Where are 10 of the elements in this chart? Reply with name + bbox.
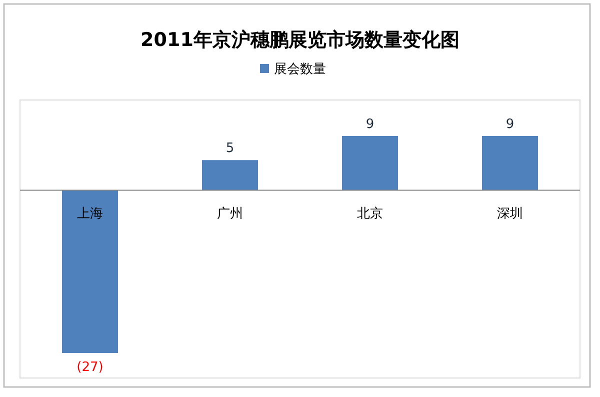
legend-label: 展会数量 [274, 62, 326, 77]
x-tick-label: 北京 [357, 206, 383, 222]
data-label: 9 [506, 117, 514, 132]
chart-title: 2011年京沪穗鹏展览市场数量变化图 [140, 29, 460, 51]
x-tick-label: 广州 [217, 206, 243, 222]
data-label: 5 [226, 141, 234, 156]
x-tick-label: 深圳 [497, 206, 523, 222]
data-label: (27) [76, 360, 104, 375]
data-label: 9 [366, 117, 374, 132]
x-tick-label: 上海 [77, 206, 103, 222]
